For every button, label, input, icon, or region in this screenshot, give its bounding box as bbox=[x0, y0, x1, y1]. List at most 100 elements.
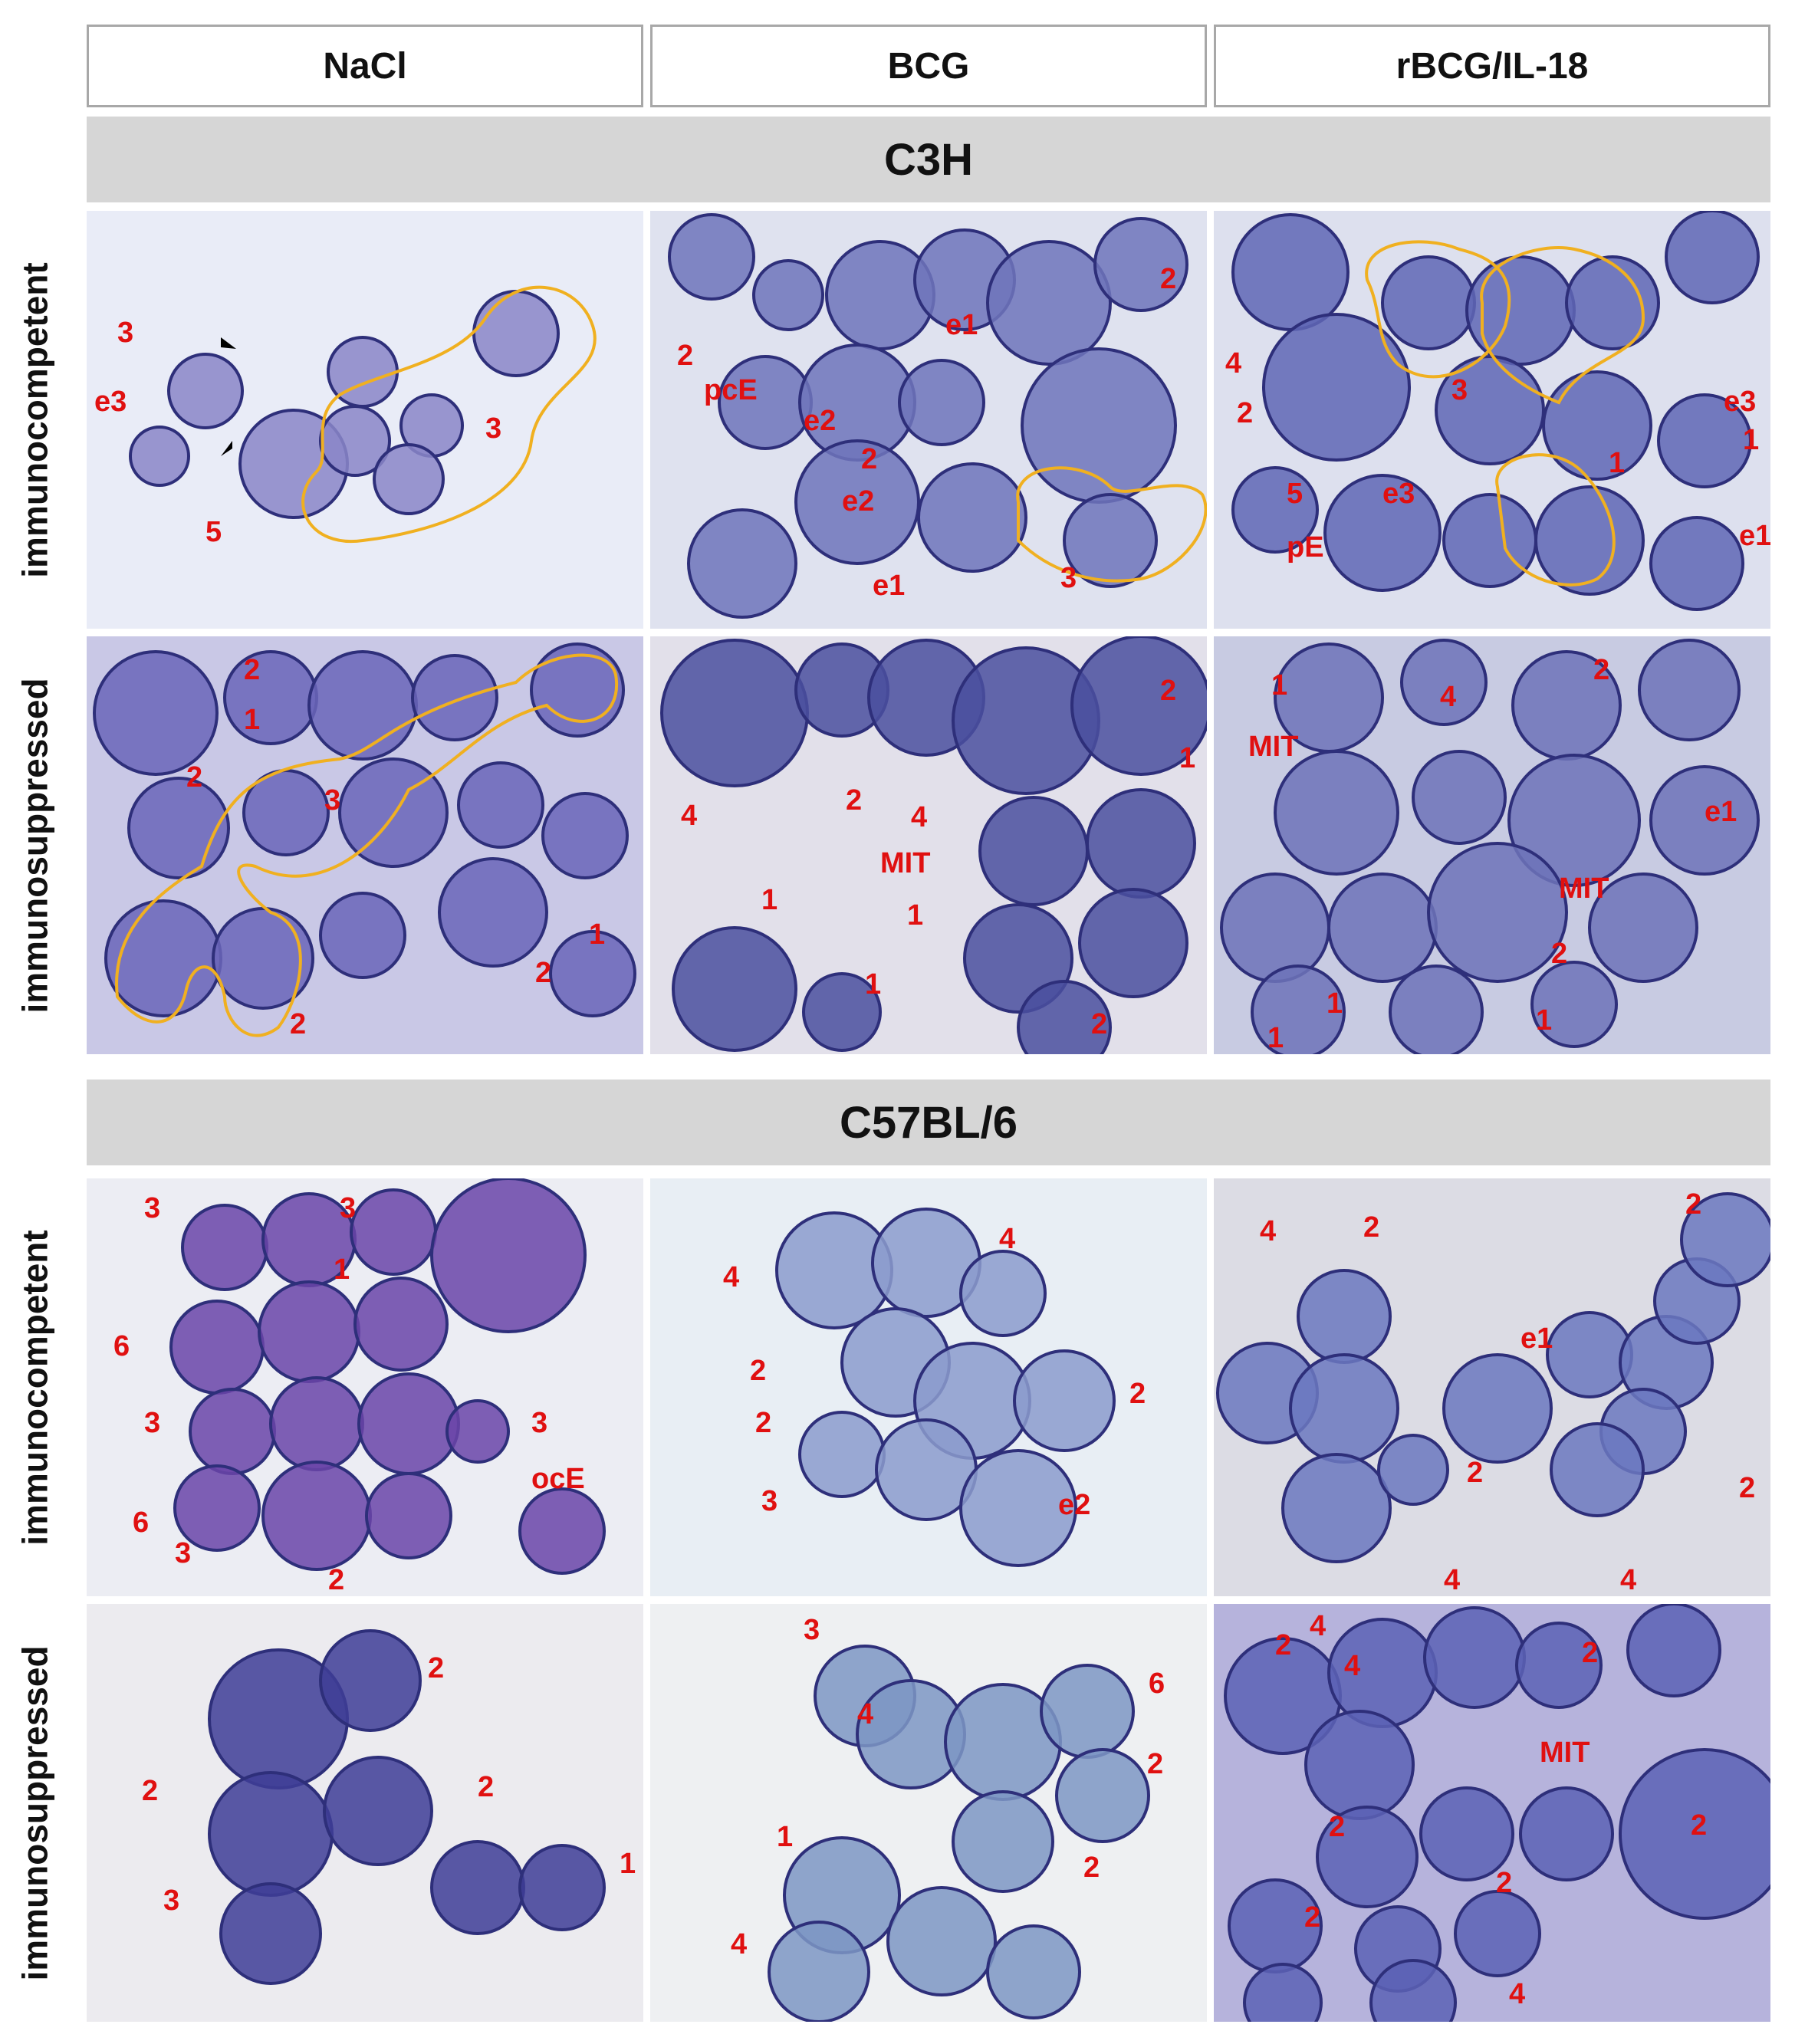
column-header-nacl: NaCl bbox=[87, 25, 643, 107]
cell-body bbox=[411, 654, 498, 741]
cell-label: e2 bbox=[842, 485, 875, 518]
cell-body bbox=[167, 353, 244, 429]
cell-body bbox=[1289, 1353, 1399, 1464]
cell-body bbox=[768, 1921, 870, 2022]
cell-body bbox=[269, 1376, 364, 1471]
cell-label: 2 bbox=[1582, 1637, 1599, 1669]
cell-label: 2 bbox=[428, 1652, 445, 1684]
cell-body bbox=[1274, 750, 1399, 876]
micrograph-image bbox=[1231, 211, 1760, 611]
cell-body bbox=[1427, 842, 1568, 983]
cell-body bbox=[1017, 980, 1112, 1054]
cell-body bbox=[1297, 1269, 1392, 1364]
cell-body bbox=[752, 259, 824, 331]
cell-body bbox=[1435, 355, 1545, 465]
cell-body bbox=[959, 1449, 1077, 1567]
cell-body bbox=[223, 650, 318, 745]
row-label-c57-immunocompetent: immunocompetent bbox=[15, 1229, 55, 1546]
cell-body bbox=[1369, 1959, 1457, 2022]
micrograph-image bbox=[93, 642, 636, 1037]
micrograph-image bbox=[775, 1208, 1116, 1567]
cluster-outline bbox=[115, 653, 619, 1037]
cell-body bbox=[338, 757, 449, 868]
cell-body bbox=[1423, 1606, 1526, 1709]
cell-body bbox=[518, 1844, 606, 1931]
cell-label: e3 bbox=[1724, 386, 1757, 418]
micrograph-image bbox=[169, 1178, 606, 1575]
arrowhead-icon bbox=[221, 441, 232, 456]
cell-body bbox=[219, 1882, 322, 1985]
cell-body bbox=[307, 650, 418, 761]
cell-body bbox=[886, 1886, 997, 1996]
cell-label: 1 bbox=[1179, 742, 1196, 774]
cell-label: 6 bbox=[133, 1507, 150, 1539]
cell-body bbox=[1619, 1748, 1770, 1920]
cell-body bbox=[373, 443, 445, 515]
cell-body bbox=[430, 1840, 525, 1935]
cell-body bbox=[1530, 961, 1618, 1048]
cell-body bbox=[1626, 1604, 1721, 1697]
cell-body bbox=[430, 1178, 587, 1333]
row-label-c3h-immunosuppressed: immunosuppressed bbox=[15, 677, 55, 1014]
cell-label: 3 bbox=[144, 1407, 161, 1439]
cell-body bbox=[1588, 872, 1698, 983]
micrograph-image bbox=[668, 213, 1207, 619]
cluster-outline bbox=[1480, 246, 1645, 405]
micrograph-image bbox=[1216, 1192, 1770, 1563]
cell-label: 2 bbox=[535, 957, 552, 989]
cell-body bbox=[1304, 1710, 1415, 1820]
cell-label: 1 bbox=[334, 1254, 350, 1286]
cell-label: 2 bbox=[1147, 1748, 1164, 1780]
cell-body bbox=[798, 1411, 886, 1498]
micrograph-image bbox=[768, 1645, 1150, 2022]
cell-label: 2 bbox=[1237, 397, 1254, 429]
cell-label: e1 bbox=[1520, 1323, 1553, 1355]
cell-label: 2 bbox=[1739, 1472, 1756, 1504]
cell-label: pcE bbox=[704, 374, 758, 406]
cell-body bbox=[1040, 1664, 1135, 1759]
micrograph-image bbox=[208, 1629, 606, 1985]
cell-label: 2 bbox=[1304, 1901, 1321, 1934]
cell-body bbox=[181, 1204, 268, 1291]
cell-label: 2 bbox=[1129, 1378, 1146, 1410]
cell-body bbox=[1519, 1786, 1614, 1881]
cell-body bbox=[1231, 213, 1350, 331]
cell-body bbox=[365, 1472, 452, 1559]
cell-label: 4 bbox=[911, 801, 928, 833]
arrowhead-icon bbox=[221, 337, 236, 349]
cell-body bbox=[1515, 1622, 1603, 1709]
micrograph-image bbox=[1224, 1604, 1770, 2022]
cell-body bbox=[1546, 1311, 1633, 1398]
cell-label: 5 bbox=[1287, 478, 1304, 510]
micrograph-c57-immunosuppressed-rbcg: 2 4 4 2 MIT 2 2 2 2 4 bbox=[1214, 1604, 1770, 2022]
cell-body bbox=[518, 1487, 606, 1575]
cell-label: 1 bbox=[1743, 424, 1760, 456]
cell-label: 3 bbox=[144, 1192, 161, 1224]
cell-label: e1 bbox=[873, 570, 906, 602]
cell-label: 4 bbox=[1509, 1978, 1526, 2010]
cell-label: 1 bbox=[1609, 447, 1626, 479]
cell-label: pE bbox=[1287, 531, 1324, 564]
cell-body bbox=[1412, 750, 1507, 845]
cell-body bbox=[104, 899, 222, 1017]
cell-body bbox=[127, 777, 230, 879]
cell-body bbox=[898, 359, 985, 446]
cell-label: 3 bbox=[804, 1614, 820, 1646]
cell-body bbox=[978, 796, 1089, 906]
micrograph-c3h-immunocompetent-bcg: 2 pcE e2 e1 2 2 e2 e1 3 bbox=[650, 211, 1207, 629]
cell-label: 1 bbox=[1327, 987, 1343, 1020]
cell-label: 2 bbox=[1160, 263, 1177, 295]
cell-body bbox=[1565, 255, 1660, 350]
cell-body bbox=[319, 405, 391, 477]
cell-body bbox=[1542, 370, 1652, 481]
cell-body bbox=[445, 1399, 510, 1464]
cell-label: ocE bbox=[531, 1463, 585, 1495]
cell-label: e1 bbox=[1739, 520, 1770, 552]
micrograph-image bbox=[660, 636, 1207, 1054]
cell-label: 2 bbox=[1329, 1811, 1346, 1843]
cell-body bbox=[549, 930, 636, 1017]
cell-label: 5 bbox=[205, 516, 222, 548]
cell-label: 2 bbox=[755, 1407, 772, 1439]
cell-label: 2 bbox=[750, 1355, 767, 1387]
cell-body bbox=[1377, 1434, 1449, 1506]
